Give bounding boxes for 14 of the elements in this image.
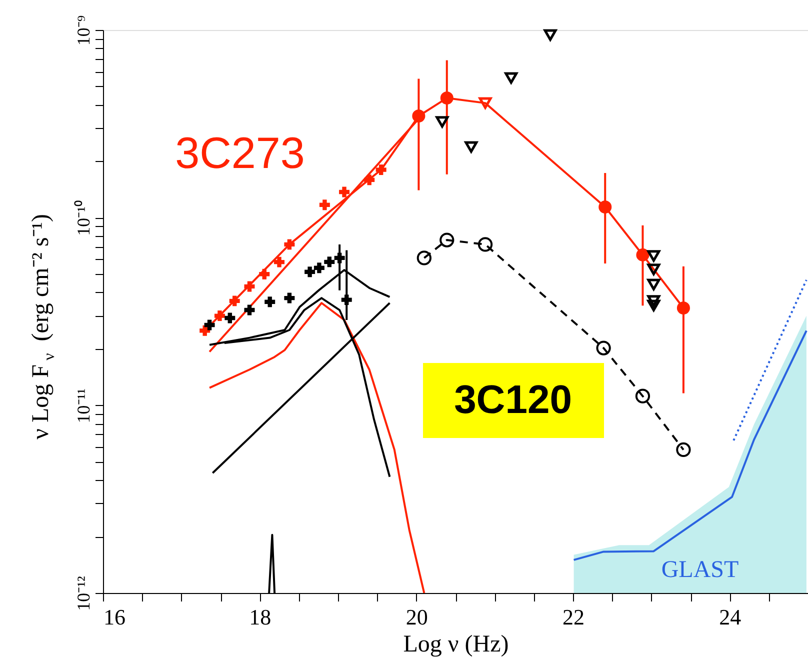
y-tick-label: 10⁻¹² bbox=[74, 576, 94, 611]
x-tick-label: 18 bbox=[249, 604, 272, 630]
x-tick-label: 16 bbox=[104, 604, 126, 630]
x-tick-label: 20 bbox=[406, 604, 428, 630]
series-label: GLAST bbox=[661, 557, 739, 583]
x-tick-label: 22 bbox=[562, 604, 584, 630]
x-axis-title: Log ν (Hz) bbox=[403, 632, 509, 658]
annotation: 3C120 bbox=[454, 378, 572, 422]
y-axis-title: ν Log Fν (erg cm⁻² s⁻¹) bbox=[28, 214, 58, 440]
y-tick-label: 10⁻¹⁰ bbox=[74, 200, 94, 236]
y-tick-label: 10⁻¹¹ bbox=[74, 388, 94, 424]
x-tick-label: 24 bbox=[719, 604, 742, 630]
y-tick-label: 10⁻⁹ bbox=[74, 15, 94, 46]
series-label: 3C273 bbox=[175, 129, 305, 178]
